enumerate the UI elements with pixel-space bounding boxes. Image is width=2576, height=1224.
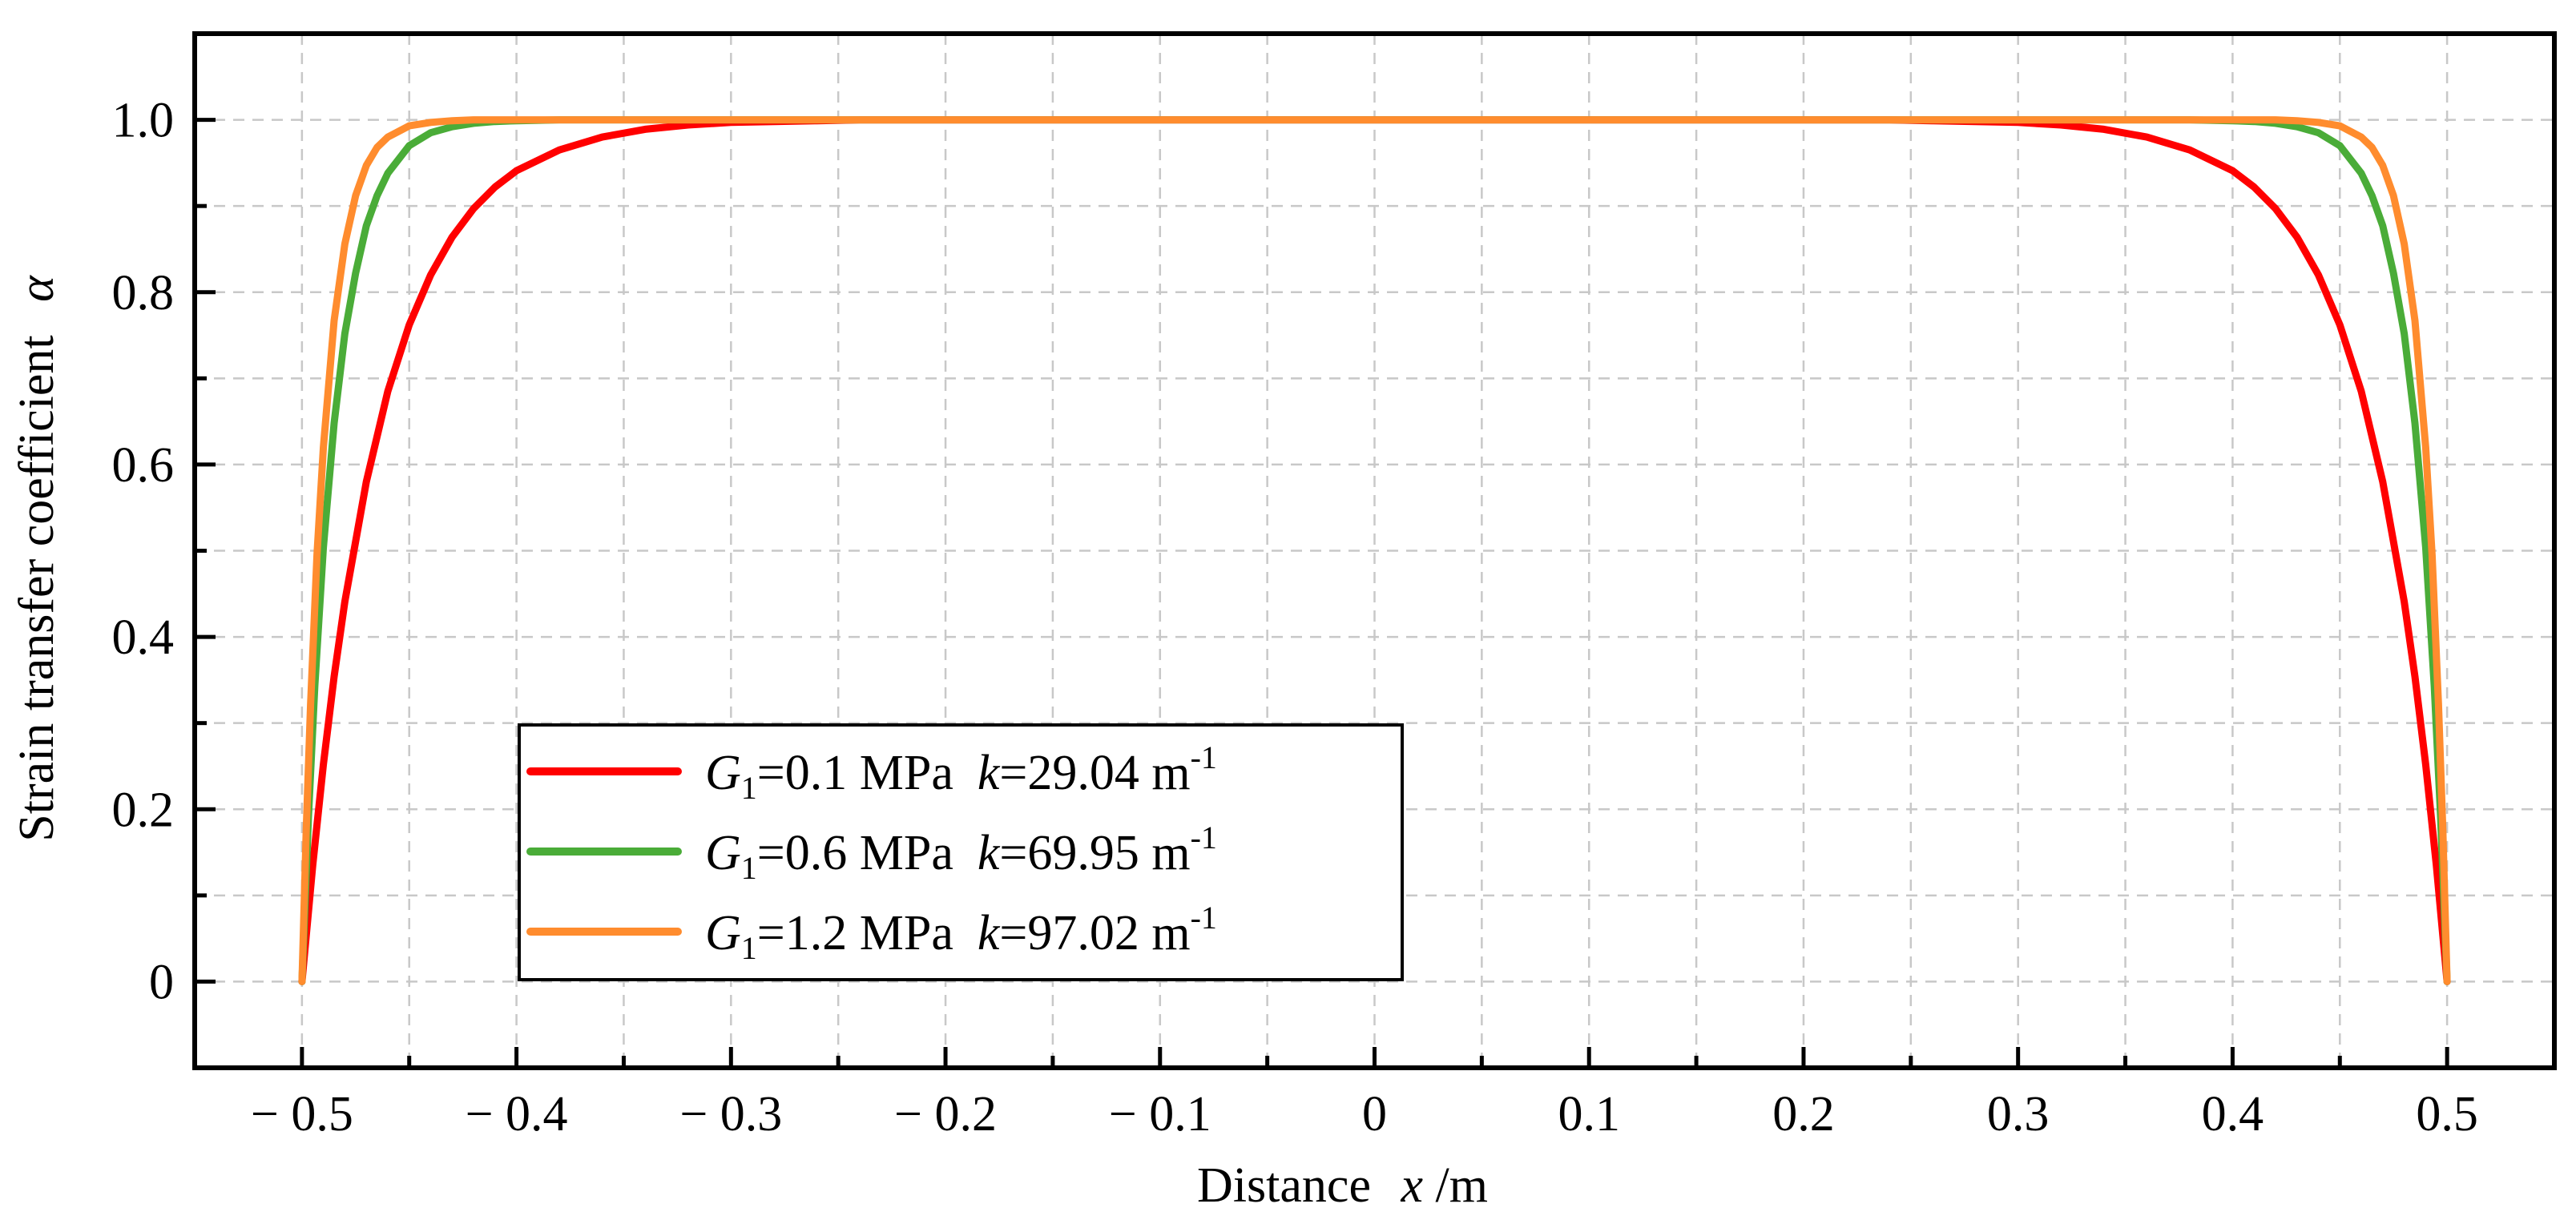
y-tick-label: 0 — [149, 955, 174, 1009]
y-tick-label: 0.6 — [112, 438, 175, 493]
legend-entries: G1=0.1 MPa k=29.04 m-1G1=0.6 MPa k=69.95 m… — [526, 739, 1217, 966]
legend-k-value: =69.95 m — [999, 826, 1190, 880]
x-tick-label: − 0.1 — [1109, 1087, 1211, 1141]
x-tick-label: 0.4 — [2202, 1087, 2264, 1141]
x-tick-labels: − 0.5 − 0.4 − 0.3 − 0.2 − 0.1 0 0.1 0.2 0.3 0.4 0.… — [251, 1087, 2478, 1141]
x-tick-label: 0.1 — [1558, 1087, 1620, 1141]
legend-k-value: =97.02 m — [999, 906, 1190, 960]
x-tick-label: − 0.5 — [251, 1087, 353, 1141]
y-axis-label-text: Strain transfer coefficient — [10, 335, 64, 841]
y-tick-labels: 0 0.2 0.4 0.6 0.8 1.0 — [112, 94, 175, 1010]
legend: G1=0.1 MPa k=29.04 m-1G1=0.6 MPa k=69.95 m… — [518, 723, 1404, 981]
legend-entry-3: G1=1.2 MPa k=97.02 m-1 — [526, 900, 1217, 966]
legend-k-value: =29.04 m — [999, 746, 1190, 800]
legend-g-symbol: G — [705, 746, 741, 800]
x-tick-label: 0.3 — [1987, 1087, 2050, 1141]
legend-g-value: =0.6 MPa — [757, 826, 953, 880]
legend-g-symbol: G — [705, 826, 741, 880]
legend-k-symbol: k — [978, 746, 1001, 800]
y-tick-label: 0.4 — [112, 610, 175, 665]
legend-g-symbol: G — [705, 906, 741, 960]
legend-label: G1=1.2 MPa k=97.02 m-1 — [705, 900, 1217, 966]
legend-g-value: =0.1 MPa — [757, 746, 953, 800]
legend-k-symbol: k — [978, 826, 1001, 880]
x-axis-label-text: Distance — [1197, 1158, 1371, 1213]
x-tick-label: 0 — [1362, 1087, 1387, 1141]
y-axis-label-var: α — [10, 275, 64, 302]
legend-g-subscript: 1 — [741, 850, 757, 886]
legend-k-superscript: -1 — [1191, 739, 1217, 775]
legend-label: G1=0.6 MPa k=69.95 m-1 — [705, 819, 1217, 886]
legend-g-subscript: 1 — [741, 930, 757, 966]
x-tick-label: − 0.2 — [894, 1087, 997, 1141]
x-tick-label: 0.5 — [2416, 1087, 2478, 1141]
legend-label: G1=0.1 MPa k=29.04 m-1 — [705, 739, 1217, 806]
x-axis-label-var: x — [1400, 1158, 1423, 1213]
legend-k-symbol: k — [978, 906, 1001, 960]
legend-g-subscript: 1 — [741, 770, 757, 806]
x-tick-label: − 0.3 — [679, 1087, 782, 1141]
y-axis-label: Strain transfer coefficient α — [10, 275, 64, 842]
legend-k-superscript: -1 — [1191, 900, 1217, 936]
legend-k-superscript: -1 — [1191, 819, 1217, 856]
y-tick-label: 1.0 — [112, 94, 175, 148]
series-line-3 — [298, 116, 2451, 985]
x-axis-label-unit: /m — [1436, 1158, 1488, 1213]
legend-g-value: =1.2 MPa — [757, 906, 953, 960]
y-tick-label: 0.8 — [112, 266, 175, 320]
series-layer — [298, 116, 2451, 985]
x-tick-label: − 0.4 — [466, 1087, 568, 1141]
legend-entry-2: G1=0.6 MPa k=69.95 m-1 — [526, 819, 1217, 886]
x-axis-label: Distance x /m — [1197, 1158, 1488, 1213]
x-tick-label: 0.2 — [1772, 1087, 1835, 1141]
y-tick-label: 0.2 — [112, 783, 175, 837]
axis-ticks — [195, 118, 2449, 1068]
legend-entry-1: G1=0.1 MPa k=29.04 m-1 — [526, 739, 1217, 806]
